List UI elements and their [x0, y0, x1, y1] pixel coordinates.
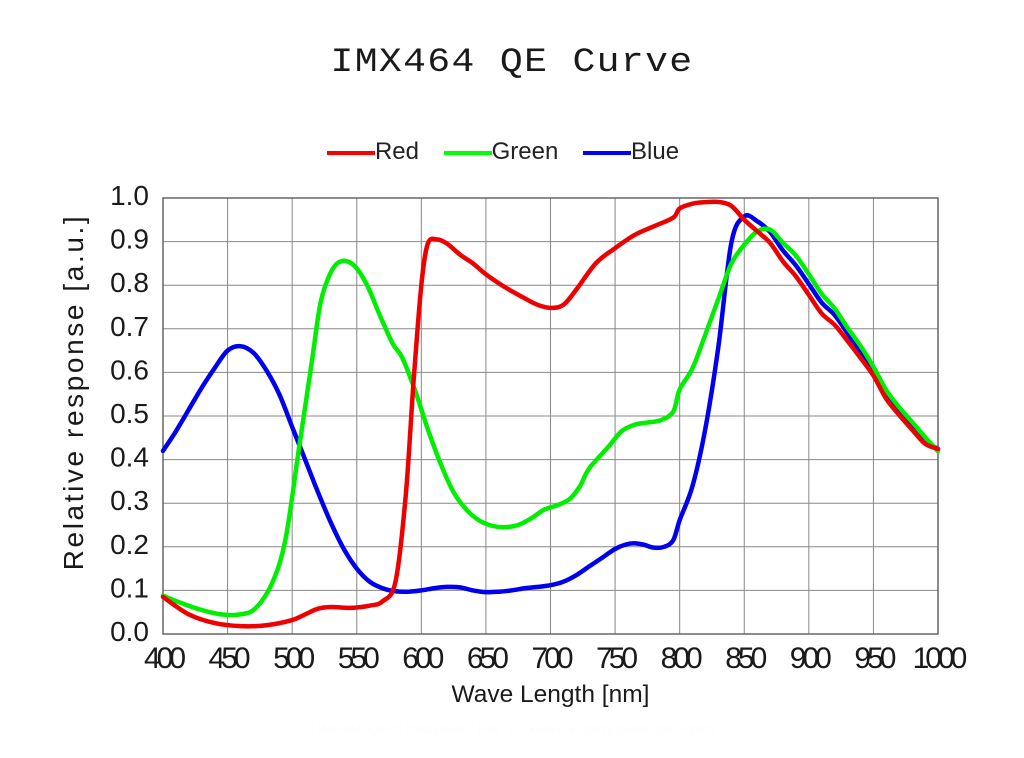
- svg-text:0.4: 0.4: [110, 442, 149, 473]
- svg-text:0.1: 0.1: [110, 572, 149, 603]
- svg-text:900: 900: [790, 642, 831, 675]
- svg-text:0.8: 0.8: [110, 267, 149, 298]
- svg-text:850: 850: [725, 642, 766, 675]
- svg-text:800: 800: [661, 642, 702, 675]
- svg-text:0.2: 0.2: [110, 529, 149, 560]
- svg-text:950: 950: [854, 642, 895, 675]
- svg-text:450: 450: [209, 642, 250, 675]
- svg-text:1000: 1000: [913, 642, 967, 675]
- svg-text:0.6: 0.6: [110, 354, 149, 385]
- svg-text:700: 700: [531, 642, 572, 675]
- svg-text:550: 550: [338, 642, 379, 675]
- svg-text:650: 650: [467, 642, 508, 675]
- svg-text:1.0: 1.0: [110, 180, 149, 211]
- svg-text:0.0: 0.0: [110, 616, 149, 647]
- svg-text:0.3: 0.3: [110, 485, 149, 516]
- svg-text:600: 600: [402, 642, 443, 675]
- svg-text:750: 750: [596, 642, 637, 675]
- svg-text:0.9: 0.9: [110, 224, 149, 255]
- svg-text:0.5: 0.5: [110, 398, 149, 429]
- svg-text:400: 400: [144, 642, 185, 675]
- svg-text:0.7: 0.7: [110, 311, 149, 342]
- svg-text:500: 500: [273, 642, 314, 675]
